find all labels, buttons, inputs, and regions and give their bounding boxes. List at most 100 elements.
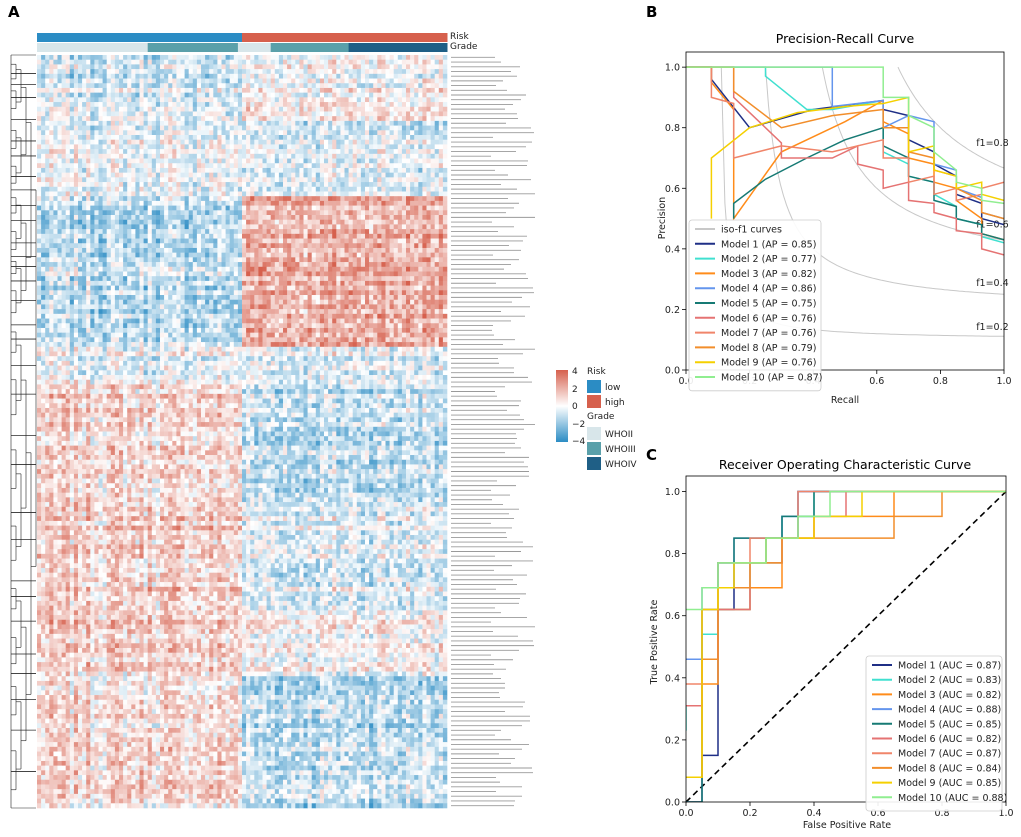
heatmap-cell [41,83,45,88]
heatmap-cell [365,201,369,206]
heatmap-cell [443,83,447,88]
heatmap-cell [443,55,447,60]
heatmap-cell [201,201,205,206]
heatmap-cell [156,107,160,112]
heatmap-cell [271,107,275,112]
heatmap-cell [49,206,53,211]
heatmap-cell [435,177,439,182]
heatmap-cell [390,224,394,229]
heatmap-cell [414,74,418,79]
heatmap-cell [299,69,303,74]
heatmap-cell [390,55,394,60]
heatmap-cell [291,187,295,192]
heatmap-cell [53,220,57,225]
heatmap-cell [172,215,176,220]
heatmap-cell [299,130,303,135]
heatmap-cell [94,149,98,154]
heatmap-cell [66,69,70,74]
heatmap-cell [381,79,385,84]
heatmap-cell [386,130,390,135]
heatmap-cell [230,111,234,116]
heatmap-cell [271,201,275,206]
heatmap-cell [197,102,201,107]
heatmap-cell [312,201,316,206]
heatmap-cell [222,102,226,107]
heatmap-cell [131,210,135,215]
heatmap-cell [49,220,53,225]
heatmap-cell [394,262,398,267]
heatmap-cell [304,239,308,244]
heatmap-cell [160,107,164,112]
heatmap-cell [168,257,172,262]
heatmap-cell [123,262,127,267]
heatmap-cell [418,168,422,173]
heatmap-cell [234,239,238,244]
heatmap-cell [279,215,283,220]
heatmap-cell [37,224,41,229]
heatmap-cell [271,126,275,131]
heatmap-cell [213,111,217,116]
heatmap-cell [291,224,295,229]
heatmap-cell [258,220,262,225]
heatmap-cell [213,210,217,215]
heatmap-cell [414,144,418,149]
heatmap-cell [94,248,98,253]
heatmap-cell [361,182,365,187]
heatmap-cell [246,248,250,253]
heatmap-cell [90,224,94,229]
heatmap-cell [70,102,74,107]
heatmap-cell [242,163,246,168]
heatmap-cell [369,107,373,112]
heatmap-cell [250,271,254,276]
heatmap-cell [361,126,365,131]
heatmap-cell [70,215,74,220]
heatmap-cell [53,107,57,112]
heatmap-cell [406,83,410,88]
heatmap-cell [349,83,353,88]
heatmap-cell [295,130,299,135]
heatmap-cell [99,177,103,182]
heatmap-cell [86,201,90,206]
heatmap-cell [299,224,303,229]
heatmap-cell [45,140,49,145]
heatmap-cell [414,111,418,116]
heatmap-cell [275,130,279,135]
heatmap-cell [111,126,115,131]
heatmap-cell [131,224,135,229]
heatmap-cell [74,144,78,149]
heatmap-cell [332,201,336,206]
heatmap-cell [226,159,230,164]
heatmap-cell [82,111,86,116]
heatmap-cell [164,154,168,159]
heatmap-cell [78,55,82,60]
heatmap-cell [377,88,381,93]
heatmap-cell [242,239,246,244]
heatmap-cell [234,107,238,112]
heatmap-cell [197,116,201,121]
heatmap-cell [193,79,197,84]
heatmap-cell [115,191,119,196]
heatmap-cell [176,111,180,116]
heatmap-cell [172,93,176,98]
heatmap-cell [201,88,205,93]
heatmap-cell [217,196,221,201]
heatmap-cell [320,182,324,187]
heatmap-cell [160,191,164,196]
heatmap-cell [62,187,66,192]
heatmap-cell [115,154,119,159]
heatmap-cell [176,154,180,159]
heatmap-cell [82,126,86,131]
heatmap-cell [119,149,123,154]
heatmap-cell [336,88,340,93]
heatmap-cell [287,149,291,154]
heatmap-cell [279,130,283,135]
heatmap-cell [291,126,295,131]
heatmap-cell [295,187,299,192]
heatmap-cell [70,97,74,102]
heatmap-cell [443,97,447,102]
heatmap-cell [148,182,152,187]
heatmap-cell [431,163,435,168]
heatmap-cell [107,83,111,88]
heatmap-cell [197,126,201,131]
heatmap-cell [62,111,66,116]
